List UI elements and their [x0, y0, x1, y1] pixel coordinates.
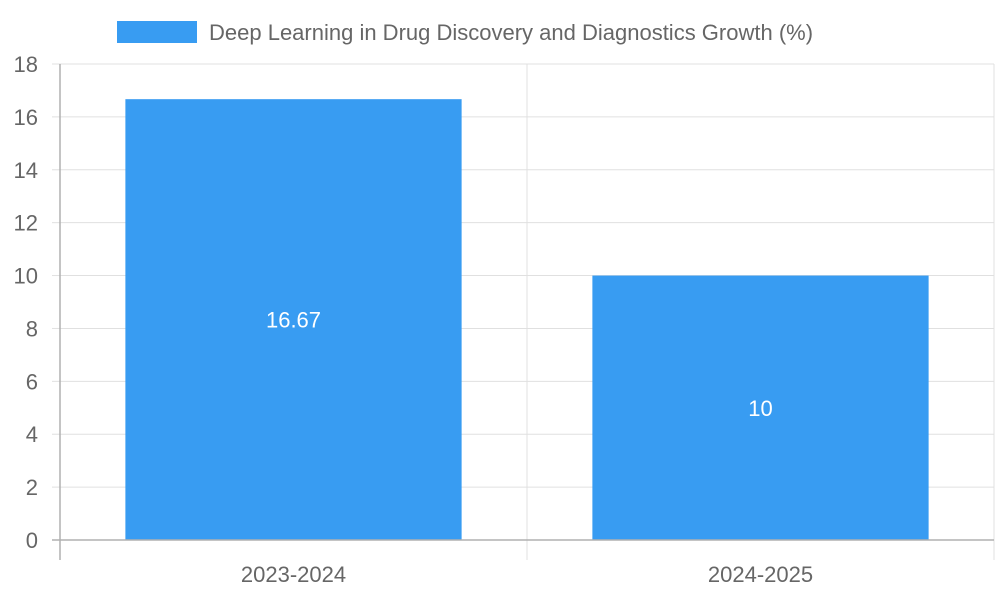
- y-tick-label: 4: [26, 422, 38, 447]
- bar-2024-2025[interactable]: [592, 275, 929, 540]
- y-tick-label: 6: [26, 369, 38, 394]
- x-tick-label: 2024-2025: [708, 562, 813, 587]
- data-label: 16.67: [266, 308, 321, 333]
- x-tick-label: 2023-2024: [241, 562, 346, 587]
- y-tick-label: 14: [14, 158, 38, 183]
- x-axis-labels: 2023-2024 2024-2025: [241, 562, 813, 587]
- legend-label: Deep Learning in Drug Discovery and Diag…: [209, 20, 813, 45]
- y-tick-label: 12: [14, 211, 38, 236]
- legend[interactable]: Deep Learning in Drug Discovery and Diag…: [117, 20, 813, 45]
- y-tick-label: 8: [26, 316, 38, 341]
- data-label: 10: [748, 396, 772, 421]
- y-tick-label: 16: [14, 105, 38, 130]
- y-axis-ticks: 0 2 4 6 8 10 12 14 16 18: [14, 52, 38, 553]
- y-tick-label: 0: [26, 528, 38, 553]
- y-tick-label: 10: [14, 264, 38, 289]
- bar-2023-2024[interactable]: [125, 99, 462, 540]
- y-tick-label: 2: [26, 475, 38, 500]
- axes: [52, 64, 994, 560]
- bars: 16.67 10: [125, 99, 929, 540]
- legend-swatch: [117, 21, 197, 43]
- y-tick-label: 18: [14, 52, 38, 77]
